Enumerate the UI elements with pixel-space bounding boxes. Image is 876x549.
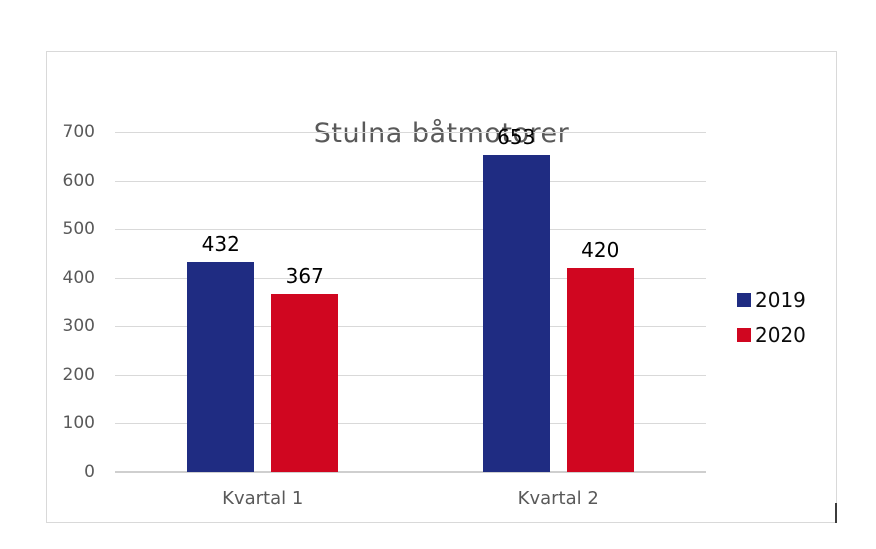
gridline-300 [115,326,706,328]
y-tick-label: 100 [62,413,95,434]
legend-label: 2019 [755,288,806,312]
y-tick-label: 0 [84,462,95,482]
gridline-500 [115,229,706,231]
gridline-100 [115,423,706,425]
data-label: 420 [581,238,620,262]
legend-swatch-2019 [737,293,751,307]
plot-area: 432 367 653 420 [115,125,706,473]
bar-2020-kvartal-1 [271,293,339,472]
x-axis-line [115,471,706,473]
data-label: 367 [285,263,324,288]
x-tick-label: Kvartal 2 [517,488,599,509]
gridline-400 [115,277,706,279]
corner-mark [835,503,837,523]
legend-label: 2020 [755,323,806,347]
x-tick-label: Kvartal 1 [222,488,304,509]
gridline-700 [115,132,706,133]
y-tick-label: 500 [62,219,95,240]
y-tick-label: 200 [62,364,95,385]
bar-2020-kvartal-2 [566,268,634,472]
chart-title: Stulna båtmotorer [313,118,570,149]
gridline-200 [115,374,706,376]
legend: 2019 2020 [737,290,806,360]
y-tick-label: 400 [62,267,95,288]
data-label: 432 [201,232,240,257]
gridline-600 [115,180,706,182]
y-tick-label: 300 [62,316,95,337]
legend-swatch-2020 [737,328,751,342]
chart-frame: Stulna båtmotorer 432 367 653 420 0 100 200 30… [46,51,837,523]
y-tick-label: 700 [62,122,95,142]
legend-item-2020: 2020 [737,325,806,345]
data-label: 653 [497,124,536,149]
y-tick-label: 600 [62,170,95,191]
bar-2019-kvartal-2 [482,154,550,472]
legend-item-2019: 2019 [737,290,806,310]
bar-2019-kvartal-1 [187,262,255,472]
